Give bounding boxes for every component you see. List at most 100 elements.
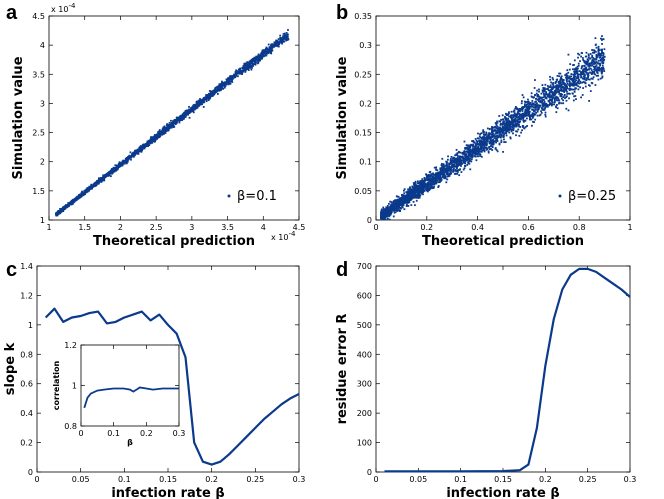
scatter-point bbox=[544, 93, 547, 96]
scatter-point bbox=[266, 51, 269, 54]
scatter-point bbox=[554, 82, 557, 85]
scatter-point bbox=[65, 205, 68, 208]
scatter-point bbox=[70, 200, 72, 203]
scatter-point bbox=[456, 171, 459, 173]
scatter-point bbox=[549, 102, 551, 105]
scatter-point bbox=[217, 88, 220, 90]
y-tick-label: 0.2 bbox=[359, 99, 372, 108]
scatter-point bbox=[163, 125, 166, 128]
scatter-point bbox=[569, 82, 571, 85]
scatter-point bbox=[173, 119, 176, 121]
scatter-point bbox=[170, 119, 172, 122]
scatter-point bbox=[538, 88, 540, 91]
scatter-point bbox=[526, 114, 528, 117]
scatter-point bbox=[577, 52, 579, 55]
scatter-point bbox=[450, 156, 453, 158]
scatter-point bbox=[176, 116, 179, 119]
scatter-point bbox=[464, 156, 467, 158]
scatter-point bbox=[521, 112, 524, 115]
scatter-point bbox=[281, 42, 283, 45]
scatter-point bbox=[585, 51, 588, 54]
scatter-point bbox=[55, 214, 58, 217]
scatter-point bbox=[600, 68, 603, 71]
scatter-point bbox=[169, 126, 171, 129]
scatter-point bbox=[482, 131, 485, 134]
scatter-point bbox=[585, 77, 588, 80]
scatter-point bbox=[277, 40, 280, 43]
scatter-point bbox=[84, 191, 87, 194]
scatter-point bbox=[545, 102, 548, 105]
scatter-point bbox=[415, 191, 417, 193]
scatter-point bbox=[81, 192, 84, 195]
scatter-point bbox=[403, 208, 406, 211]
scatter-point bbox=[259, 59, 262, 62]
scatter-point bbox=[589, 53, 592, 55]
scatter-point bbox=[247, 62, 250, 65]
scatter-point bbox=[216, 86, 219, 89]
scatter-point bbox=[495, 132, 498, 135]
scatter-point bbox=[144, 144, 147, 147]
scatter-point bbox=[468, 162, 471, 165]
scatter-point bbox=[566, 74, 569, 77]
scatter-point bbox=[581, 65, 584, 67]
scatter-point bbox=[571, 84, 574, 87]
scatter-point bbox=[200, 101, 203, 104]
scatter-point bbox=[237, 68, 240, 71]
scatter-point bbox=[470, 158, 473, 161]
scatter-point bbox=[553, 94, 556, 97]
y-tick-label: 0.1 bbox=[359, 158, 372, 167]
scatter-point bbox=[247, 61, 250, 64]
scatter-point bbox=[539, 113, 542, 116]
scatter-point bbox=[441, 166, 444, 169]
scatter-point bbox=[183, 115, 186, 118]
scatter-point bbox=[597, 53, 600, 56]
scatter-point bbox=[185, 113, 188, 116]
scatter-point bbox=[594, 37, 597, 40]
scatter-point bbox=[123, 160, 126, 162]
scatter-point bbox=[197, 100, 200, 103]
scatter-point bbox=[447, 166, 450, 168]
scatter-point bbox=[448, 165, 451, 168]
scatter-point bbox=[565, 76, 567, 79]
scatter-point bbox=[570, 73, 573, 76]
scatter-point bbox=[186, 109, 189, 112]
scatter-point bbox=[566, 95, 568, 98]
scatter-point bbox=[188, 108, 191, 111]
scatter-point bbox=[401, 205, 404, 208]
scatter-point bbox=[508, 129, 510, 132]
scatter-point bbox=[169, 125, 172, 127]
scatter-point bbox=[480, 132, 483, 135]
scatter-point bbox=[235, 69, 238, 72]
scatter-point bbox=[237, 72, 240, 74]
scatter-point bbox=[530, 118, 533, 121]
scatter-point bbox=[541, 89, 544, 92]
scatter-point bbox=[576, 74, 579, 77]
scatter-point bbox=[392, 202, 394, 205]
scatter-point bbox=[116, 166, 119, 168]
scatter-point bbox=[152, 136, 155, 138]
scatter-point bbox=[536, 102, 538, 105]
scatter-point bbox=[143, 147, 146, 150]
scatter-point bbox=[586, 72, 589, 75]
scatter-point bbox=[158, 131, 161, 133]
scatter-point bbox=[235, 74, 238, 77]
scatter-point bbox=[414, 180, 417, 183]
scatter-point bbox=[81, 194, 83, 197]
scatter-point bbox=[513, 112, 516, 115]
scatter-point bbox=[541, 84, 544, 87]
scatter-point bbox=[274, 42, 277, 45]
scatter-point bbox=[195, 107, 197, 110]
scatter-point bbox=[184, 112, 186, 115]
scatter-point bbox=[265, 49, 267, 52]
x-tick-label: 1 bbox=[627, 223, 632, 232]
scatter-point bbox=[558, 99, 561, 102]
scatter-point bbox=[116, 164, 118, 167]
scatter-point bbox=[184, 109, 187, 112]
scatter-point bbox=[597, 49, 600, 52]
scatter-point bbox=[580, 76, 583, 79]
x-tick-label: 2.5 bbox=[150, 223, 163, 232]
scatter-point bbox=[73, 200, 76, 203]
scatter-point bbox=[436, 169, 439, 172]
scatter-point bbox=[587, 54, 590, 57]
